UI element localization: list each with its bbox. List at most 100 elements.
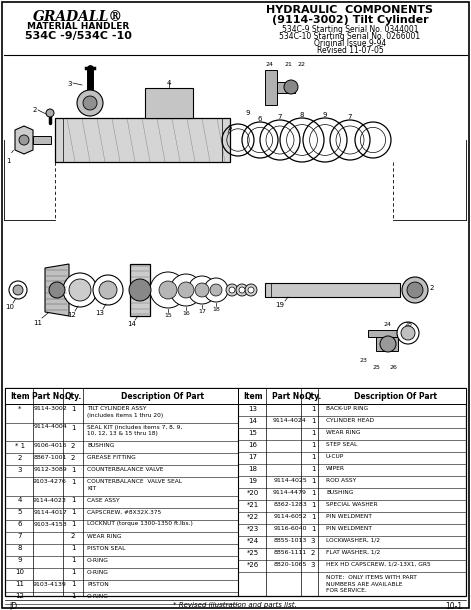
Text: 15: 15	[164, 313, 172, 318]
Text: 9: 9	[246, 110, 250, 116]
Circle shape	[204, 278, 228, 302]
Circle shape	[229, 287, 235, 293]
Text: ROD ASSY: ROD ASSY	[326, 478, 356, 483]
Text: 8: 8	[18, 545, 22, 551]
Text: 8856-1111: 8856-1111	[273, 550, 307, 555]
Text: 8362-1283: 8362-1283	[273, 502, 307, 507]
Text: Qty.: Qty.	[65, 392, 81, 401]
Text: 3: 3	[18, 467, 22, 473]
Text: 2: 2	[18, 455, 22, 461]
Text: *23: *23	[247, 526, 259, 532]
Text: 10, 12, 13 & 15 thru 18): 10, 12, 13 & 15 thru 18)	[87, 431, 158, 436]
Text: 2: 2	[71, 534, 75, 539]
Text: 2: 2	[33, 107, 37, 113]
Circle shape	[239, 287, 245, 293]
Text: 7: 7	[278, 114, 282, 120]
Text: SPECIAL WASHER: SPECIAL WASHER	[326, 502, 378, 507]
Text: 6: 6	[18, 522, 22, 528]
Text: 1: 1	[311, 502, 315, 508]
Bar	[145, 88, 193, 118]
Circle shape	[77, 90, 103, 116]
Bar	[376, 337, 398, 351]
Text: 8: 8	[300, 112, 304, 118]
Text: 9103-4139: 9103-4139	[33, 581, 67, 586]
Text: 9114-4479: 9114-4479	[273, 490, 307, 495]
Text: STEP SEAL: STEP SEAL	[326, 442, 357, 447]
Text: 1: 1	[311, 490, 315, 496]
Circle shape	[236, 284, 248, 296]
Text: 2: 2	[430, 285, 434, 291]
Text: HYDRAULIC  COMPONENTS: HYDRAULIC COMPONENTS	[267, 5, 433, 15]
Circle shape	[99, 281, 117, 299]
Text: 28: 28	[404, 322, 412, 327]
Text: 1: 1	[71, 509, 75, 515]
Text: FLAT WASHER, 1/2: FLAT WASHER, 1/2	[326, 550, 380, 555]
Bar	[265, 283, 400, 297]
Text: 1: 1	[71, 467, 75, 473]
Text: * Revised illustration and parts list.: * Revised illustration and parts list.	[173, 602, 297, 608]
Text: 1: 1	[71, 545, 75, 551]
Text: 9114-4017: 9114-4017	[33, 509, 67, 514]
Text: 21: 21	[284, 62, 292, 67]
Text: 18: 18	[212, 307, 220, 312]
Text: 12: 12	[67, 312, 76, 318]
Text: *26: *26	[247, 562, 259, 568]
Circle shape	[63, 273, 97, 307]
Text: LOCKWASHER, 1/2: LOCKWASHER, 1/2	[326, 538, 380, 543]
Text: 18: 18	[249, 466, 258, 472]
Text: GREASE FITTING: GREASE FITTING	[87, 455, 136, 460]
Text: 16: 16	[249, 442, 258, 448]
Text: 9114-4023: 9114-4023	[33, 498, 67, 503]
Text: 1: 1	[71, 522, 75, 528]
Text: GRADALL®: GRADALL®	[33, 10, 123, 24]
Circle shape	[93, 275, 123, 305]
Text: 2: 2	[71, 443, 75, 449]
Text: *22: *22	[247, 514, 259, 520]
Text: KIT: KIT	[87, 486, 96, 490]
Text: O-RING: O-RING	[87, 594, 109, 598]
Circle shape	[13, 285, 23, 295]
Text: *20: *20	[247, 490, 259, 496]
Circle shape	[129, 279, 151, 301]
Circle shape	[188, 276, 216, 304]
Text: Description Of Part: Description Of Part	[355, 392, 438, 401]
Circle shape	[69, 279, 91, 301]
Text: FOR SERVICE.: FOR SERVICE.	[326, 588, 367, 593]
Text: 1: 1	[71, 594, 75, 600]
Text: 14: 14	[249, 418, 258, 424]
Text: 26: 26	[389, 365, 397, 370]
Text: Item: Item	[10, 392, 30, 401]
Text: NUMBERS ARE AVAILABLE: NUMBERS ARE AVAILABLE	[326, 581, 403, 586]
Circle shape	[195, 283, 209, 297]
Circle shape	[380, 336, 396, 352]
Text: 7: 7	[18, 534, 22, 539]
Circle shape	[178, 282, 194, 298]
Text: Revised 11-07-05: Revised 11-07-05	[317, 46, 383, 55]
Text: 15: 15	[249, 430, 258, 436]
Text: 10-1: 10-1	[445, 602, 462, 610]
Text: PISTON: PISTON	[87, 581, 109, 586]
Circle shape	[46, 109, 54, 117]
Polygon shape	[15, 126, 33, 154]
Circle shape	[407, 282, 423, 298]
Circle shape	[9, 281, 27, 299]
Text: 534C -9/534C -10: 534C -9/534C -10	[24, 31, 131, 41]
Text: (includes items 1 thru 20): (includes items 1 thru 20)	[87, 412, 163, 417]
Text: *25: *25	[247, 550, 259, 556]
Text: 9103-4153: 9103-4153	[33, 522, 67, 526]
Bar	[277, 82, 295, 93]
Text: 19: 19	[276, 302, 284, 308]
Text: PISTON SEAL: PISTON SEAL	[87, 545, 125, 550]
Circle shape	[402, 277, 428, 303]
Text: COUNTERBALANCE  VALVE SEAL: COUNTERBALANCE VALVE SEAL	[87, 479, 182, 484]
Text: 13: 13	[96, 310, 105, 316]
Text: BACK-UP RING: BACK-UP RING	[326, 406, 368, 411]
Text: 9112-3089: 9112-3089	[33, 467, 67, 472]
Circle shape	[245, 284, 257, 296]
Circle shape	[226, 284, 238, 296]
Text: 9: 9	[323, 112, 327, 118]
Text: JD: JD	[9, 602, 17, 610]
Text: 1: 1	[311, 466, 315, 472]
Text: 1: 1	[71, 479, 75, 485]
Text: 16: 16	[182, 311, 190, 316]
